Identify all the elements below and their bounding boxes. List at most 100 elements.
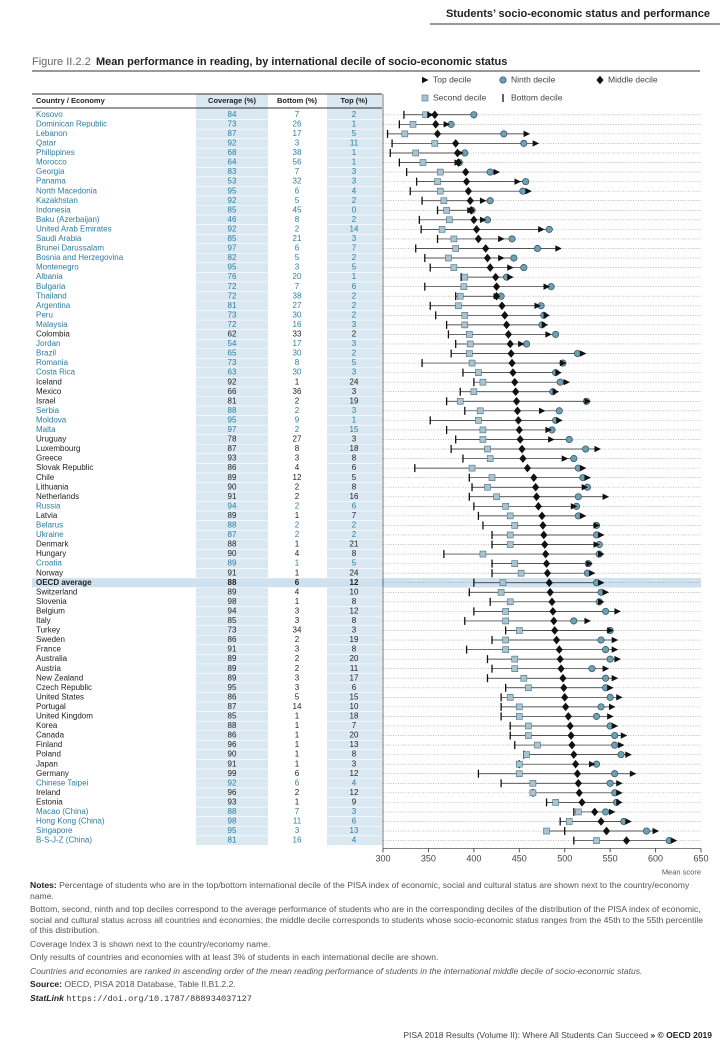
table-cell: 8 (295, 215, 300, 224)
marker-diamond (562, 702, 570, 712)
country-name: Kazakhstan (36, 196, 78, 205)
table-cell: 93 (228, 454, 237, 463)
country-name: Mexico (36, 387, 62, 396)
table-cell: 88 (228, 521, 237, 530)
table-cell: 18 (350, 444, 359, 453)
marker-triangle (479, 216, 487, 224)
marker-diamond (543, 568, 552, 578)
table-cell: 12 (350, 578, 359, 587)
marker-triangle (543, 312, 551, 319)
statlink: StatLink https://doi.org/10.1787/8889340… (30, 993, 712, 1005)
x-tick-label: 450 (512, 854, 527, 864)
marker-diamond (504, 330, 512, 339)
marker-circle (588, 665, 596, 673)
table-cell: 2 (352, 291, 357, 300)
note: Only results of countries and economies … (30, 952, 439, 962)
table-cell: 16 (350, 492, 359, 501)
table-cell: 89 (228, 664, 237, 673)
marker-circle (617, 751, 625, 759)
table-cell: 95 (228, 263, 237, 272)
column-shade (196, 94, 268, 846)
marker-circle (552, 330, 560, 338)
table-cell: 95 (228, 186, 237, 195)
country-name: Jordan (36, 339, 60, 348)
table-cell: 8 (352, 597, 357, 606)
marker-circle (556, 378, 564, 386)
table-cell: 91 (228, 645, 237, 654)
table-cell: 98 (228, 597, 237, 606)
table-cell: 87 (228, 702, 237, 711)
table-cell: 3 (295, 606, 300, 615)
table-cell: 3 (295, 826, 300, 835)
marker-square (466, 350, 473, 357)
marker-square (565, 818, 573, 825)
table-cell: 95 (228, 826, 237, 835)
marker-triangle (629, 770, 637, 777)
source: Source: OECD, PISA 2018 Database, Table … (30, 979, 712, 990)
country-name: Malaysia (36, 320, 68, 329)
table-cell: 54 (228, 339, 237, 348)
marker-circle (606, 655, 614, 663)
table-cell: 3 (295, 616, 300, 625)
table-cell: 11 (293, 817, 302, 826)
table-cell: 3 (295, 645, 300, 654)
country-name: Panama (36, 177, 66, 186)
table-cell: 12 (350, 606, 359, 615)
legend-marker (421, 94, 429, 102)
table-cell: 85 (228, 205, 237, 214)
country-name: Belgium (36, 606, 65, 615)
marker-triangle (598, 531, 605, 539)
table-cell: 27 (293, 301, 302, 310)
marker-square (552, 799, 559, 806)
marker-triangle (625, 751, 632, 758)
marker-diamond (501, 311, 509, 320)
marker-diamond (539, 521, 547, 530)
column-shade (327, 94, 382, 846)
note: Countries and economies are ranked in as… (30, 965, 643, 976)
table-cell: 3 (295, 139, 300, 148)
marker-triangle (538, 226, 545, 233)
marker-square (476, 407, 484, 415)
marker-triangle (543, 283, 551, 290)
marker-square (466, 340, 474, 348)
table-cell: 1 (352, 119, 357, 128)
marker-triangle (616, 780, 623, 787)
marker-circle (520, 264, 528, 272)
marker-diamond (508, 358, 516, 368)
marker-circle (545, 225, 553, 233)
marker-square (468, 359, 476, 367)
marker-diamond (559, 673, 567, 683)
table-cell: 15 (350, 425, 359, 434)
table-cell: 1 (295, 740, 300, 749)
marker-diamond (550, 616, 558, 626)
table-cell: 1 (352, 415, 357, 424)
table-cell: 14 (293, 702, 302, 711)
marker-diamond (433, 129, 442, 139)
table-cell: 96 (228, 740, 237, 749)
marker-triangle (541, 321, 549, 329)
marker-square (436, 187, 444, 195)
table-cell: 2 (295, 501, 300, 510)
table-cell: 30 (293, 368, 302, 377)
marker-square (502, 608, 509, 615)
table-cell: 2 (295, 530, 300, 539)
table-cell: 14 (350, 224, 359, 233)
country-name: Norway (36, 568, 63, 577)
table-cell: 93 (228, 797, 237, 806)
country-name: Peru (36, 310, 53, 319)
marker-circle (597, 703, 605, 711)
table-cell: 6 (352, 463, 357, 472)
country-name: Netherlands (36, 492, 79, 501)
chart: Students’ socio-economic status and perf… (32, 8, 720, 876)
country-name: Argentina (36, 301, 71, 310)
marker-square (409, 121, 417, 128)
table-cell: 73 (228, 119, 237, 128)
marker-circle (592, 712, 601, 720)
table-cell: 12 (350, 788, 359, 797)
country-name: Turkey (36, 626, 60, 635)
marker-triangle (559, 359, 567, 367)
marker-diamond (516, 435, 524, 444)
marker-diamond (546, 587, 554, 597)
footer-copyright: » © OECD 2019 (650, 1030, 712, 1040)
marker-circle (486, 168, 494, 176)
